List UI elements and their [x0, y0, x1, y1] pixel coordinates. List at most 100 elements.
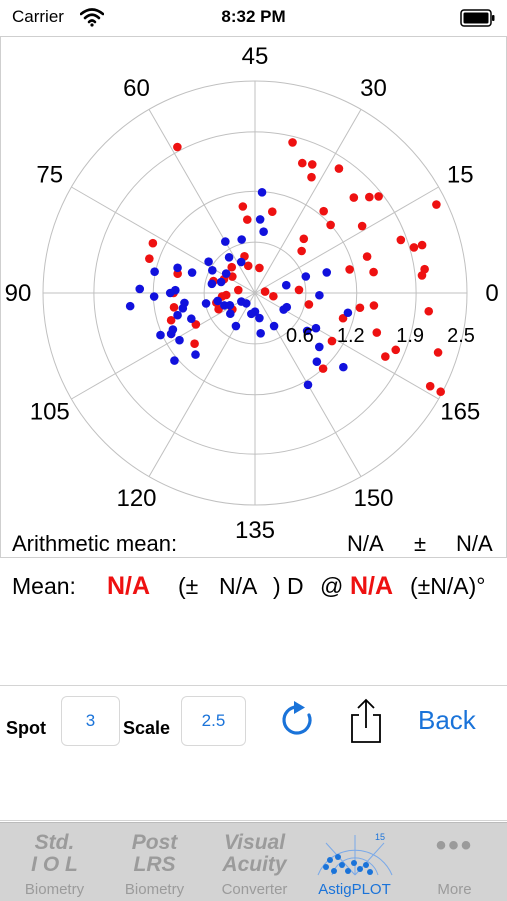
data-point [417, 240, 427, 250]
spot-size-field[interactable]: 3 [61, 696, 120, 746]
astigplot-icon-text: 15 [375, 832, 385, 842]
divider [0, 820, 507, 821]
data-point [187, 268, 197, 277]
data-point [241, 299, 251, 308]
angle-label: 15 [447, 162, 474, 189]
mean-open: (± [178, 573, 199, 599]
data-point [381, 352, 390, 361]
data-point [213, 296, 222, 306]
battery-icon [460, 9, 495, 27]
data-point [315, 342, 324, 352]
data-point [227, 262, 237, 272]
grid-ring [203, 241, 307, 345]
data-point [165, 288, 175, 298]
radius-label: 1.2 [337, 325, 365, 347]
data-point [237, 235, 246, 244]
tab-visual-acuity-converter[interactable]: Visual Acuity Converter [204, 823, 305, 901]
visual-acuity-icon: Visual Acuity [222, 831, 287, 876]
data-point [191, 350, 200, 359]
data-point [327, 336, 337, 346]
divider [0, 685, 507, 686]
data-point [304, 300, 314, 309]
data-point [260, 287, 270, 296]
data-point [233, 285, 243, 295]
data-point [256, 329, 265, 338]
data-point [207, 279, 217, 289]
data-point [345, 265, 354, 274]
data-point [259, 227, 268, 236]
data-point [424, 306, 434, 316]
data-point [357, 221, 367, 231]
data-point [148, 238, 158, 248]
refresh-icon[interactable] [278, 700, 316, 740]
data-point [236, 257, 246, 267]
data-point [311, 323, 321, 333]
data-point [178, 304, 188, 313]
tab-astigplot[interactable]: 15 AstigPLOT [304, 823, 405, 901]
data-point [362, 252, 372, 261]
data-point [369, 267, 378, 277]
data-point [226, 309, 235, 319]
radius-label: 2.5 [447, 325, 475, 347]
tab-post-lrs-biometry[interactable]: Post LRS Biometry [104, 823, 205, 901]
share-icon[interactable] [348, 698, 384, 744]
data-point [135, 284, 145, 294]
tab-label: AstigPLOT [318, 881, 391, 898]
angle-label: 0 [485, 280, 498, 307]
data-point [436, 387, 445, 397]
data-point [301, 272, 311, 281]
tab-label: Converter [221, 881, 288, 898]
data-point [318, 364, 328, 373]
status-bar: Carrier 8:32 PM [0, 0, 507, 36]
angle-label: 90 [5, 280, 32, 307]
data-point [187, 314, 196, 324]
data-point [150, 267, 159, 276]
angle-label: 165 [440, 399, 480, 426]
data-point [173, 310, 182, 320]
mean-axis-sd: (±N/A)° [410, 573, 486, 599]
radius-label: 1.9 [396, 325, 424, 347]
data-point [432, 200, 441, 209]
data-point [297, 158, 307, 168]
grid-spoke [254, 109, 362, 294]
data-point [208, 266, 217, 275]
data-point [322, 268, 332, 277]
data-point [225, 300, 235, 310]
data-point [190, 339, 199, 348]
tab-bar: Std. I O L Biometry Post LRS Biometry Visu… [0, 822, 507, 901]
data-point [343, 308, 353, 318]
data-point [221, 237, 230, 246]
data-point [281, 280, 291, 290]
data-point [365, 192, 374, 202]
grid-spoke [71, 292, 256, 400]
tab-std-iol-biometry[interactable]: Std. I O L Biometry [4, 823, 105, 901]
data-point [201, 299, 211, 308]
angle-label: 105 [30, 399, 70, 426]
data-point [302, 326, 312, 336]
data-point [391, 345, 401, 355]
data-point [169, 302, 179, 312]
angle-label: 135 [235, 517, 275, 544]
arithmetic-mean-sd: N/A [456, 531, 493, 556]
data-point [125, 301, 135, 311]
tab-label: More [437, 881, 472, 898]
back-button[interactable]: Back [418, 705, 476, 735]
grid-spoke [148, 292, 256, 477]
mean-diopter-unit: ) D [273, 573, 304, 599]
mean-axis-value: N/A [350, 572, 394, 600]
data-point [224, 253, 234, 262]
mean-row: Mean: N/A (± N/A ) D @ N/A (±N/A)° [0, 572, 507, 605]
data-point [307, 172, 316, 182]
data-point [243, 261, 253, 271]
data-point [168, 325, 178, 334]
angle-label: 60 [123, 75, 150, 102]
data-point [294, 285, 304, 295]
angle-label: 150 [353, 485, 393, 512]
post-lrs-icon: Post LRS [131, 831, 178, 876]
grid-spoke [254, 186, 439, 294]
scale-field[interactable]: 2.5 [181, 696, 246, 746]
data-point [255, 215, 265, 224]
data-point [170, 356, 179, 365]
tab-more[interactable]: ••• More [404, 823, 505, 901]
data-point [417, 271, 427, 280]
